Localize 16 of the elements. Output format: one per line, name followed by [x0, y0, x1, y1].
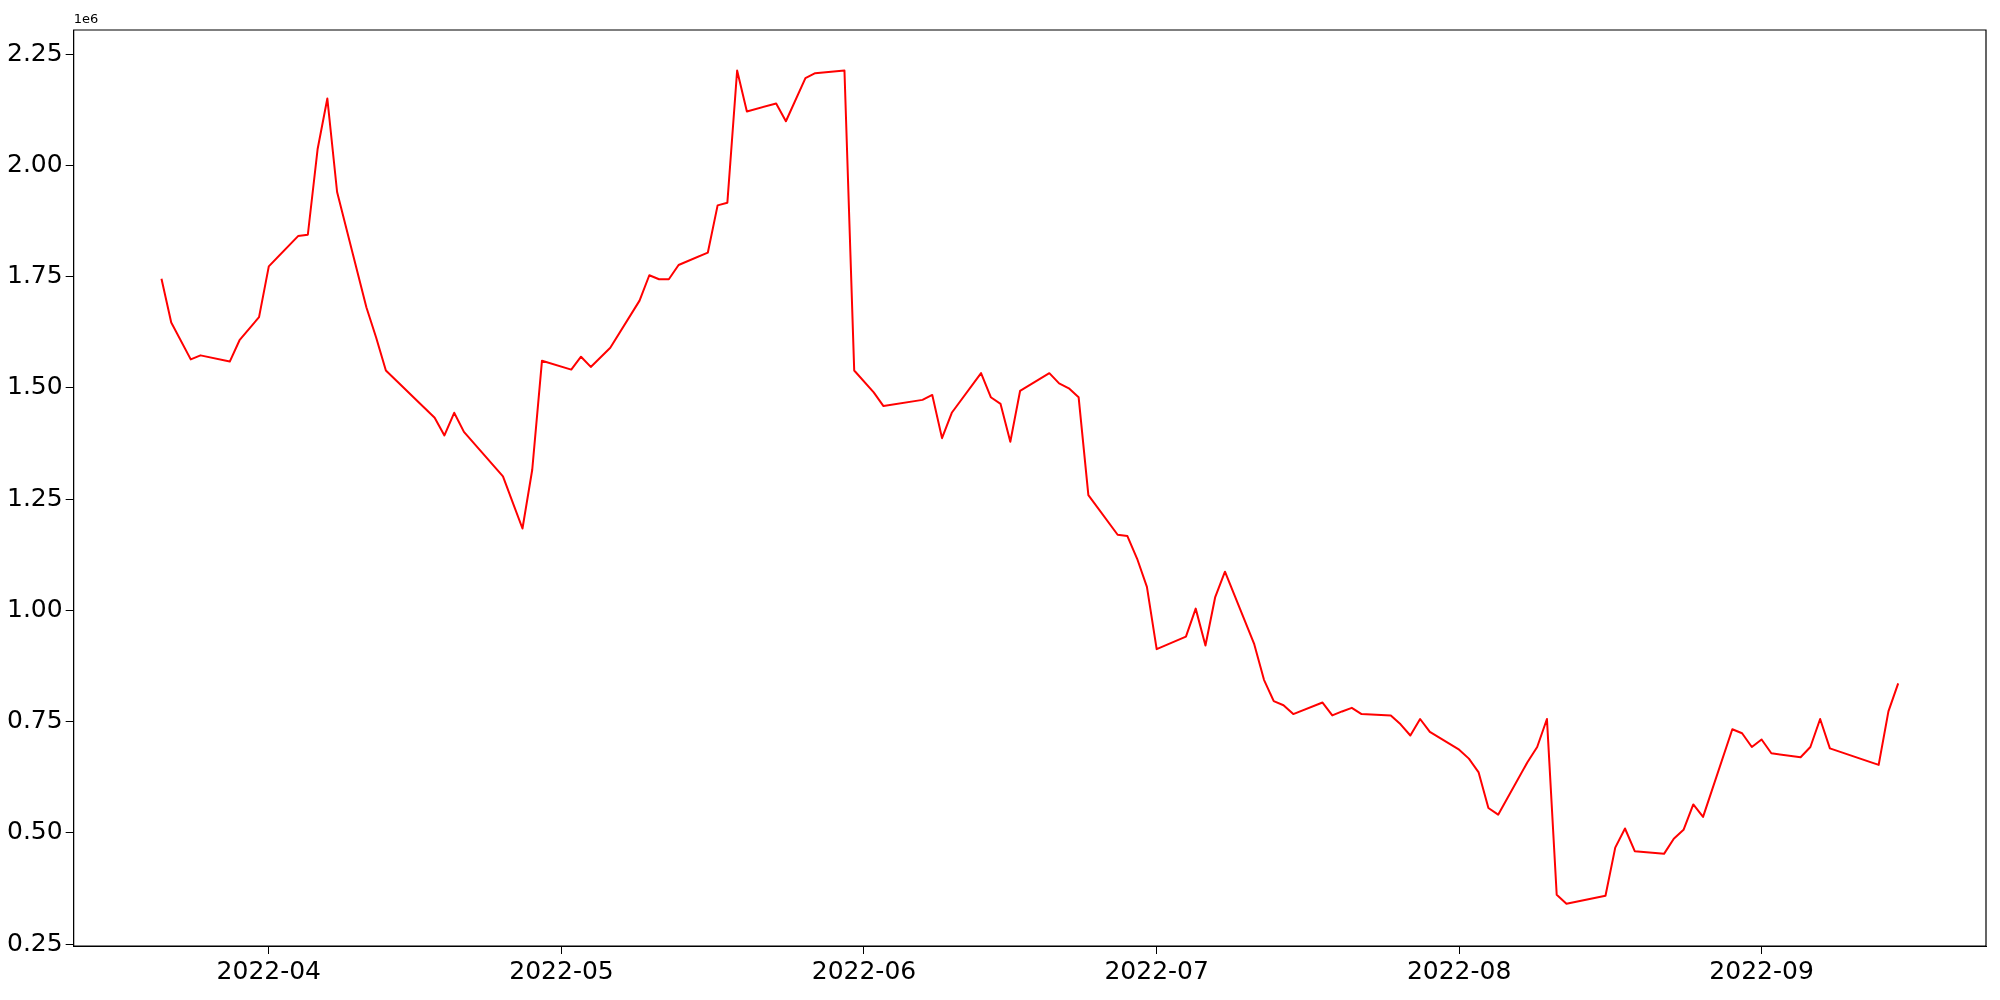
y-tick-label: 2.00 — [6, 148, 63, 178]
y-tick-label: 0.25 — [6, 927, 63, 957]
y-tick-label: 1.25 — [6, 482, 63, 512]
y-tick-label: 2.25 — [6, 37, 63, 67]
y-tick-label: 0.75 — [6, 705, 63, 735]
x-tick-label: 2022-04 — [216, 955, 322, 985]
y-tick-label: 0.50 — [6, 816, 63, 846]
x-tick-label: 2022-08 — [1406, 955, 1512, 985]
y-tick-label: 1.00 — [6, 593, 63, 623]
x-tick-label: 2022-06 — [811, 955, 917, 985]
x-tick-label: 2022-09 — [1709, 955, 1814, 985]
y-tick-label: 1.50 — [6, 371, 63, 401]
x-tick-label: 2022-07 — [1104, 955, 1209, 985]
y-tick-label: 1.75 — [6, 260, 63, 290]
x-tick-label: 2022-05 — [509, 955, 614, 985]
text: 1e6 — [73, 10, 99, 26]
